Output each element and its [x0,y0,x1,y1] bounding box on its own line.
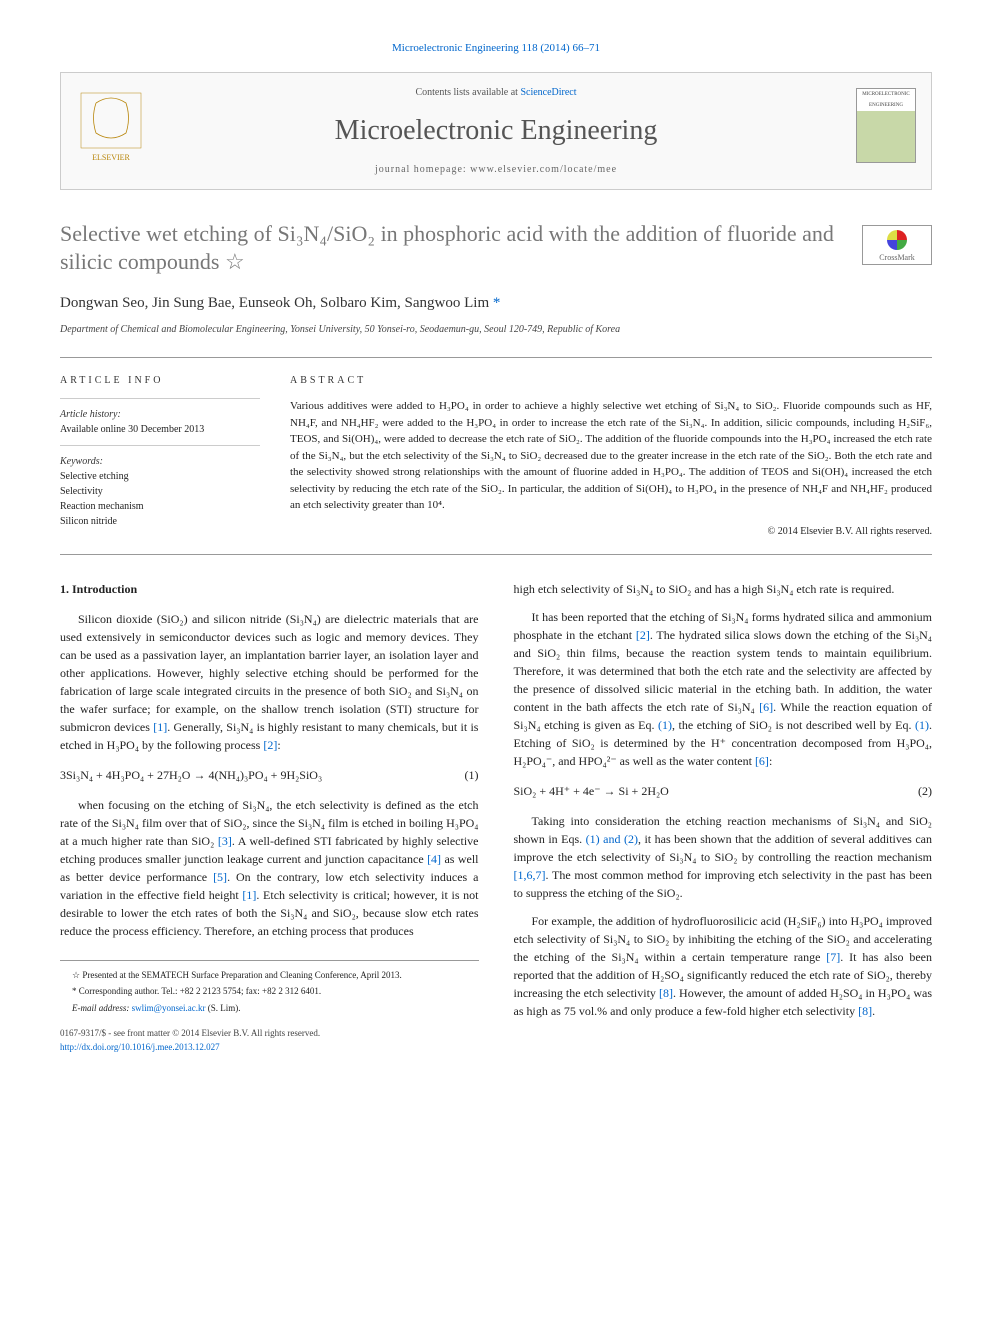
para-1: Silicon dioxide (SiO₂) and silicon nitri… [60,610,479,754]
p6-text-d: . [872,1004,875,1018]
eqref-1[interactable]: (1) [658,718,672,732]
email-link[interactable]: swlim@yonsei.ac.kr [132,1003,206,1013]
body-two-column: 1. Introduction Silicon dioxide (SiO₂) a… [60,580,932,1055]
crossmark-badge[interactable]: CrossMark [862,225,932,265]
homepage-url[interactable]: www.elsevier.com/locate/mee [470,164,617,175]
crossmark-icon [887,230,907,250]
para-4: It has been reported that the etching of… [514,608,933,770]
p4-text-f: : [769,754,772,768]
eqref-12[interactable]: (1) and (2) [586,832,638,846]
issn-line: 0167-9317/$ - see front matter © 2014 El… [60,1027,479,1041]
ref-link-1b[interactable]: [1] [242,888,256,902]
header-citation: Microelectronic Engineering 118 (2014) 6… [60,40,932,57]
p4-text-d: , the etching of SiO₂ is not described w… [672,718,915,732]
ref-link-1[interactable]: [1] [153,720,167,734]
journal-header-box: ELSEVIER MICROELECTRONIC ENGINEERING Con… [60,72,932,190]
para-3: high etch selectivity of Si₃N₄ to SiO₂ a… [514,580,933,598]
equation-1-row: 3Si₃N₄ + 4H₃PO₄ + 27H₂O → 4(NH₄)₃PO₄ + 9… [60,766,479,784]
ref-link-2b[interactable]: [2] [636,628,650,642]
ref-link-4[interactable]: [4] [427,852,441,866]
keywords-label: Keywords: [60,454,260,469]
ref-link-2[interactable]: [2] [263,738,277,752]
affiliation: Department of Chemical and Biomolecular … [60,322,932,337]
p1-text-c: : [277,738,280,752]
ref-link-6b[interactable]: [6] [755,754,769,768]
equation-2-number: (2) [918,782,932,800]
journal-name: Microelectronic Engineering [81,110,911,152]
ref-link-7[interactable]: [7] [826,950,840,964]
equation-1-number: (1) [465,766,479,784]
abstract-copyright: © 2014 Elsevier B.V. All rights reserved… [290,524,932,539]
email-label: E-mail address: [72,1003,132,1013]
equation-2-row: SiO₂ + 4H⁺ + 4e⁻ → Si + 2H₂O (2) [514,782,933,800]
p5-text-c: . The most common method for improving e… [514,868,933,900]
author-names: Dongwan Seo, Jin Sung Bae, Eunseok Oh, S… [60,295,493,311]
authors-line: Dongwan Seo, Jin Sung Bae, Eunseok Oh, S… [60,292,932,315]
para-2: when focusing on the etching of Si₃N₄, t… [60,796,479,940]
left-column: 1. Introduction Silicon dioxide (SiO₂) a… [60,580,479,1055]
section-1-heading: 1. Introduction [60,580,479,598]
journal-homepage: journal homepage: www.elsevier.com/locat… [81,162,911,177]
footnote-email: E-mail address: swlim@yonsei.ac.kr (S. L… [60,1002,479,1016]
keyword-1: Selectivity [60,484,260,499]
p1-text-a: Silicon dioxide (SiO₂) and silicon nitri… [60,612,479,734]
doi-link[interactable]: http://dx.doi.org/10.1016/j.mee.2013.12.… [60,1041,479,1055]
history-value: Available online 30 December 2013 [60,422,260,437]
equation-1: 3Si₃N₄ + 4H₃PO₄ + 27H₂O → 4(NH₄)₃PO₄ + 9… [60,766,322,784]
right-column: high etch selectivity of Si₃N₄ to SiO₂ a… [514,580,933,1055]
eqref-1b[interactable]: (1) [915,718,929,732]
footnote-corresponding: * Corresponding author. Tel.: +82 2 2123… [60,985,479,999]
ref-link-8[interactable]: [8] [659,986,673,1000]
ref-link-6[interactable]: [6] [759,700,773,714]
article-info-panel: ARTICLE INFO Article history: Available … [60,373,260,539]
article-title: Selective wet etching of Si₃N₄/SiO₂ in p… [60,220,932,277]
article-info-heading: ARTICLE INFO [60,373,260,388]
ref-link-167[interactable]: [1,6,7] [514,868,546,882]
ref-link-3[interactable]: [3] [218,834,232,848]
ref-link-5[interactable]: [5] [213,870,227,884]
cover-title-bottom: ENGINEERING [857,100,915,112]
keyword-2: Reaction mechanism [60,499,260,514]
footnote-presented: ☆ Presented at the SEMATECH Surface Prep… [60,969,479,983]
contents-prefix: Contents lists available at [415,87,520,98]
history-label: Article history: [60,407,260,422]
elsevier-logo: ELSEVIER [76,88,146,163]
para-5: Taking into consideration the etching re… [514,812,933,902]
svg-text:ELSEVIER: ELSEVIER [92,153,130,162]
equation-2: SiO₂ + 4H⁺ + 4e⁻ → Si + 2H₂O [514,782,669,800]
abstract-panel: ABSTRACT Various additives were added to… [290,373,932,539]
corresponding-mark: * [493,295,501,311]
crossmark-label: CrossMark [879,253,915,262]
email-name: (S. Lim). [205,1003,240,1013]
contents-available-line: Contents lists available at ScienceDirec… [81,85,911,100]
journal-cover-thumbnail: MICROELECTRONIC ENGINEERING [856,88,916,163]
footnotes: ☆ Presented at the SEMATECH Surface Prep… [60,960,479,1016]
homepage-prefix: journal homepage: [375,164,470,175]
ref-link-8b[interactable]: [8] [858,1004,872,1018]
abstract-heading: ABSTRACT [290,373,932,388]
keyword-3: Silicon nitride [60,514,260,529]
info-abstract-row: ARTICLE INFO Article history: Available … [60,357,932,555]
keyword-0: Selective etching [60,469,260,484]
para-6: For example, the addition of hydrofluoro… [514,912,933,1020]
abstract-body: Various additives were added to H₃PO₄ in… [290,398,932,514]
cover-title-top: MICROELECTRONIC [857,89,915,101]
sciencedirect-link[interactable]: ScienceDirect [520,87,576,98]
footer-meta: 0167-9317/$ - see front matter © 2014 El… [60,1027,479,1054]
